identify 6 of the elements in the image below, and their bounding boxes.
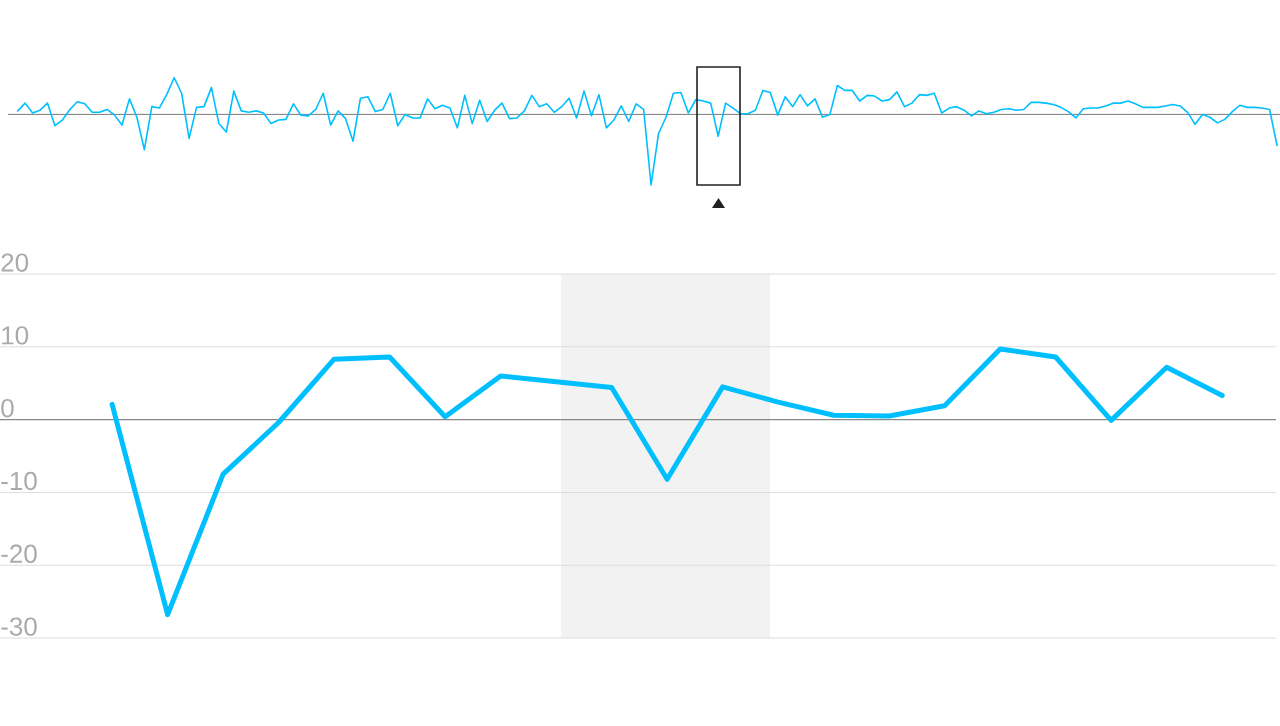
y-tick-label: 20 — [1, 253, 29, 272]
y-tick-label: -20 — [1, 544, 37, 563]
y-tick-label: 10 — [2, 326, 29, 345]
y-tick-label: 0 — [1, 398, 14, 418]
y-tick-label: -10 — [1, 471, 37, 491]
y-tick-label: -30 — [1, 617, 37, 636]
